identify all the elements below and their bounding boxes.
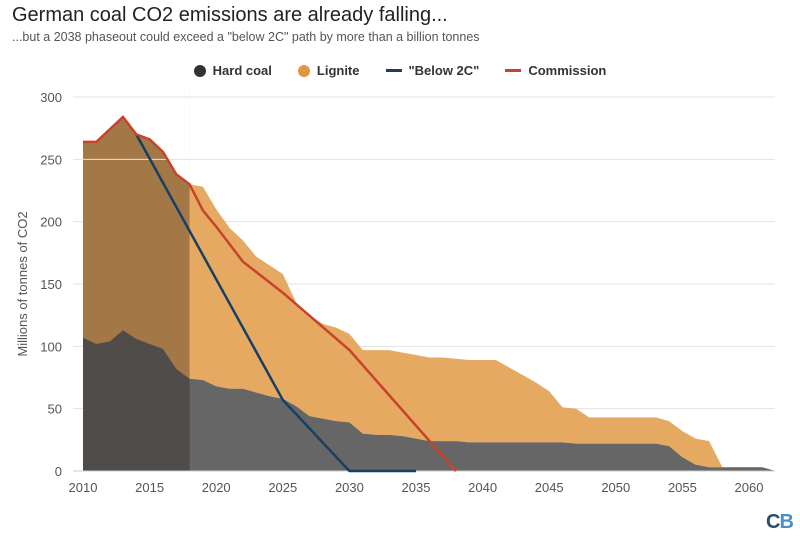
y-tick-label: 100	[40, 339, 62, 354]
carbonbrief-logo: CB	[766, 511, 794, 534]
chart-title: German coal CO2 emissions are already fa…	[12, 4, 448, 26]
y-tick-label: 250	[40, 152, 62, 167]
chart-subtitle: ...but a 2038 phaseout could exceed a "b…	[12, 30, 480, 44]
hard-coal-area	[83, 330, 776, 471]
legend-below-2c[interactable]: "Below 2C"	[385, 63, 480, 78]
y-axis-label: Millions of tonnes of CO2	[15, 211, 30, 356]
legend-label: "Below 2C"	[408, 63, 480, 78]
x-tick-label: 2015	[135, 480, 164, 495]
x-tick-label: 2035	[402, 480, 431, 495]
legend-hard-coal[interactable]: Hard coal	[193, 63, 272, 78]
x-tick-label: 2025	[268, 480, 297, 495]
lignite-area	[83, 116, 776, 472]
legend: Hard coal Lignite "Below 2C" Commission	[0, 63, 800, 78]
below-2c-line	[135, 133, 416, 473]
commission-swatch	[505, 69, 522, 72]
legend-label: Lignite	[316, 63, 360, 78]
x-tick-label: 2045	[535, 480, 564, 495]
y-tick-label: 200	[40, 215, 62, 230]
legend-label: Commission	[528, 63, 607, 78]
x-tick-label: 2040	[468, 480, 497, 495]
logo-b: B	[779, 511, 793, 533]
y-tick-label: 50	[48, 402, 62, 417]
legend-commission[interactable]: Commission	[505, 63, 606, 78]
lignite-swatch	[297, 64, 310, 77]
logo-c: C	[766, 511, 780, 533]
x-tick-label: 2055	[668, 480, 697, 495]
legend-label: Hard coal	[212, 63, 272, 78]
below-2c-swatch	[385, 69, 402, 72]
x-tick-label: 2060	[735, 480, 764, 495]
legend-lignite[interactable]: Lignite	[297, 63, 360, 78]
x-tick-label: 2030	[335, 480, 364, 495]
historical-mask	[83, 87, 190, 185]
hard-coal-swatch	[193, 64, 206, 77]
x-tick-label: 2010	[69, 480, 98, 495]
commission-line	[83, 115, 457, 472]
x-tick-label: 2020	[202, 480, 231, 495]
y-tick-label: 0	[55, 464, 62, 479]
y-tick-label: 150	[40, 277, 62, 292]
y-tick-label: 300	[40, 90, 62, 105]
x-tick-label: 2050	[601, 480, 630, 495]
